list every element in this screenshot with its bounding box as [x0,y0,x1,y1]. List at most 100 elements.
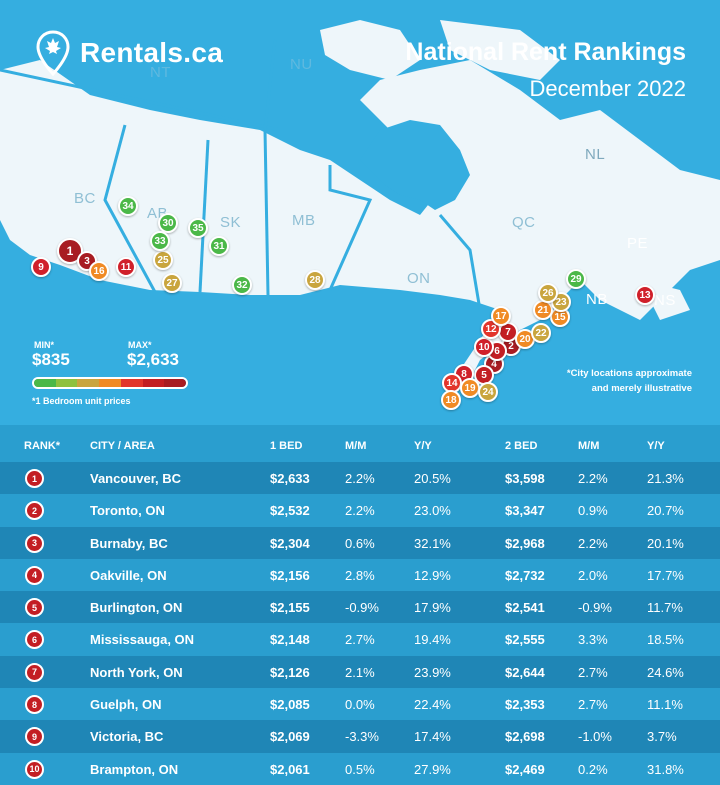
brand-name: Rentals.ca [80,37,224,68]
table-row[interactable]: 1 Vancouver, BC $2,633 2.2% 20.5% $3,598… [0,462,720,495]
city-name: Victoria, BC [90,729,164,745]
change-1bed-yy: 27.9% [414,761,451,777]
change-1bed-yy: 20.5% [414,471,451,486]
page-title: National Rent Rankings [405,38,686,66]
change-2bed-yy: 31.8% [647,761,684,777]
map-marker-22[interactable]: 22 [531,323,551,343]
change-2bed-yy: 24.6% [647,664,684,680]
map-marker-26[interactable]: 26 [538,283,558,303]
map-marker-9[interactable]: 9 [31,257,51,277]
table-row[interactable]: 6 Mississauga, ON $2,148 2.7% 19.4% $2,5… [0,623,720,656]
table-row[interactable]: 5 Burlington, ON $2,155 -0.9% 17.9% $2,5… [0,591,720,624]
change-2bed-mm: 0.2% [578,761,608,777]
change-1bed-mm: -3.3% [345,729,379,745]
table-row[interactable]: 9 Victoria, BC $2,069 -3.3% 17.4% $2,698… [0,720,720,753]
map-marker-11[interactable]: 11 [116,257,136,277]
change-1bed-mm: 0.0% [345,697,375,713]
province-label-pe: PE [627,235,649,252]
map-panel: BC AB SK MB ON QC NL NB NS PE NT NU Rent… [0,0,720,425]
province-label-qc: QC [512,214,536,231]
map-marker-24[interactable]: 24 [478,382,498,402]
map-marker-27[interactable]: 27 [162,273,182,293]
rank-badge: 8 [25,695,44,715]
rank-badge: 1 [25,469,44,488]
map-marker-19[interactable]: 19 [460,378,480,398]
province-label-nb: NB [586,291,608,308]
city-name: Burlington, ON [90,600,183,616]
table-row[interactable]: 4 Oakville, ON $2,156 2.8% 12.9% $2,732 … [0,558,720,592]
price-2bed: $3,598 [505,471,545,486]
table-row[interactable]: 10 Brampton, ON $2,061 0.5% 27.9% $2,469… [0,752,720,785]
table-row[interactable]: 3 Burnaby, BC $2,304 0.6% 32.1% $2,968 2… [0,526,720,559]
price-2bed: $2,469 [505,761,545,777]
map-marker-13[interactable]: 13 [635,285,655,305]
change-1bed-yy: 17.9% [414,600,451,616]
header-2bed-yy: Y/Y [647,440,665,452]
price-2bed: $2,555 [505,632,545,648]
change-2bed-yy: 18.5% [647,632,684,648]
hudson-bay [360,120,470,210]
city-name: Oakville, ON [90,567,167,583]
change-1bed-mm: 2.2% [345,471,375,486]
legend-min-label: MIN* [34,340,54,350]
change-1bed-mm: 2.8% [345,567,375,583]
legend-gradient-bar [32,377,188,389]
map-marker-34[interactable]: 34 [118,196,138,216]
map-marker-31[interactable]: 31 [209,236,229,256]
province-label-bc: BC [74,190,96,207]
change-1bed-yy: 23.0% [414,503,451,519]
map-marker-21[interactable]: 21 [533,300,553,320]
change-1bed-yy: 17.4% [414,729,451,745]
rankings-table-header: RANK* CITY / AREA 1 BED M/M Y/Y 2 BED M/… [0,425,720,465]
change-2bed-mm: 2.2% [578,471,608,486]
price-1bed: $2,532 [270,503,310,519]
change-2bed-mm: 2.7% [578,664,608,680]
header-2bed-mm: M/M [578,440,600,452]
map-marker-10[interactable]: 10 [474,337,494,357]
change-2bed-yy: 11.7% [647,600,683,616]
brand-logo[interactable]: Rentals.ca [36,30,223,76]
change-1bed-yy: 12.9% [414,567,451,583]
price-2bed: $2,353 [505,697,545,713]
table-row[interactable]: 7 North York, ON $2,126 2.1% 23.9% $2,64… [0,655,720,689]
disclaimer-line-1: *City locations approximate [566,368,692,379]
change-2bed-yy: 20.1% [647,535,684,551]
legend-min-value: $835 [32,350,70,369]
city-name: Burnaby, BC [90,535,168,551]
map-marker-16[interactable]: 16 [89,261,109,281]
map-marker-18[interactable]: 18 [441,390,461,410]
change-1bed-mm: 0.6% [345,535,375,551]
map-marker-20[interactable]: 20 [515,329,535,349]
map-marker-32[interactable]: 32 [232,275,252,295]
province-label-ns: NS [654,292,676,309]
change-2bed-mm: 0.9% [578,503,608,519]
province-label-mb: MB [292,212,316,229]
price-1bed: $2,126 [270,664,310,680]
table-row[interactable]: 2 Toronto, ON $2,532 2.2% 23.0% $3,347 0… [0,494,720,527]
change-2bed-mm: -0.9% [578,600,612,616]
change-2bed-mm: 2.7% [578,697,608,713]
price-1bed: $2,633 [270,471,310,486]
map-marker-25[interactable]: 25 [153,250,173,270]
rank-badge: 4 [25,565,44,585]
header-1bed-mm: M/M [345,440,367,452]
price-1bed: $2,155 [270,600,310,616]
price-1bed: $2,061 [270,761,310,777]
map-marker-17[interactable]: 17 [491,306,511,326]
change-2bed-mm: 3.3% [578,632,608,648]
price-2bed: $2,644 [505,664,545,680]
price-1bed: $2,085 [270,697,310,713]
map-marker-35[interactable]: 35 [188,218,208,238]
table-row[interactable]: 8 Guelph, ON $2,085 0.0% 22.4% $2,353 2.… [0,688,720,721]
change-1bed-mm: 2.2% [345,503,375,519]
city-name: Mississauga, ON [90,632,195,648]
city-name: Guelph, ON [90,697,162,713]
map-marker-29[interactable]: 29 [566,269,586,289]
map-marker-33[interactable]: 33 [150,231,170,251]
price-2bed: $3,347 [505,503,545,519]
rank-badge: 3 [25,533,44,553]
rankings-table: 1 Vancouver, BC $2,633 2.2% 20.5% $3,598… [0,462,720,785]
map-marker-28[interactable]: 28 [305,270,325,290]
map-marker-30[interactable]: 30 [158,213,178,233]
maritimes [610,230,690,320]
